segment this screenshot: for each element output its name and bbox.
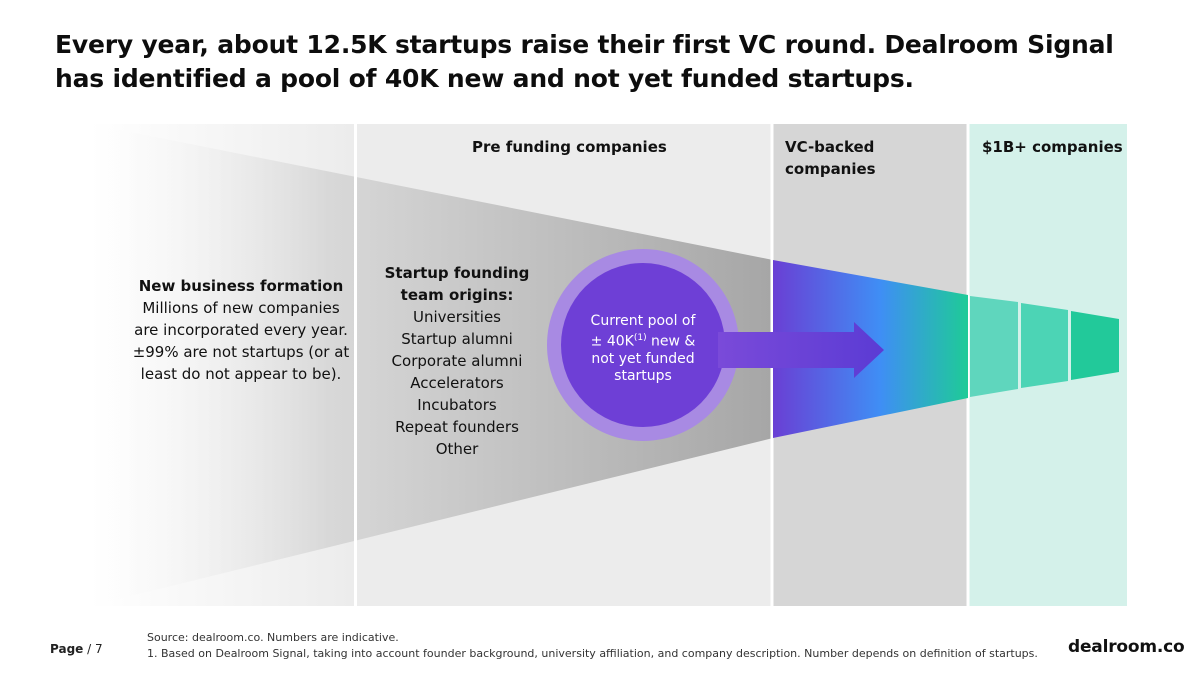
new-business-title: New business formation [138,277,344,295]
stage-title-unicorn: $1B+ companies [982,138,1123,156]
pool-circle [561,263,725,427]
origins-item: Accelerators [410,374,504,392]
page-number: 7 [94,642,103,656]
page-label: Page [50,642,84,656]
origins-item: Universities [412,308,501,326]
new-business-line: Millions of new companies [142,299,340,317]
funnel-unicorn-segment [1071,311,1119,380]
pool-count: ± 40K [590,333,634,350]
headline: Every year, about 12.5K startups raise t… [55,30,1114,93]
origins-item: Repeat founders [395,418,519,436]
page-indicator: Page / 7 [50,642,103,656]
new-business-block: New business formation Millions of new c… [110,275,372,385]
arrow-right-icon [718,322,884,378]
stage-title-vc-backed: VC-backed companies [785,136,876,180]
pool-line2-suffix: new & [646,333,696,350]
pool-line3: not yet funded [591,350,695,367]
stage-title-vc-line2: companies [785,160,876,178]
source-note: Source: dealroom.co. Numbers are indicat… [147,631,399,644]
funnel-gray [90,124,773,606]
funnel-unicorn-segment [970,296,1018,397]
origins-title-line2: team origins: [400,286,514,304]
brand-logo: dealroom.co [1068,637,1185,657]
origins-item: Corporate alumni [391,352,523,370]
pool-line4: startups [614,367,672,384]
new-business-line: ±99% are not startups (or at [132,343,350,361]
page-separator: / [83,642,95,656]
pool-footnote-ref: (1) [633,333,647,343]
funnel-unicorn-segment [1021,303,1068,388]
origins-block: Startup founding team origins: Universit… [372,262,542,460]
stage-title-pre-funding: Pre funding companies [472,138,667,156]
origins-title-line1: Startup founding [384,264,530,282]
pool-line1: Current pool of [590,313,696,329]
new-business-line: are incorporated every year. [134,321,348,339]
origins-item: Other [435,440,479,458]
origins-item: Startup alumni [401,330,513,348]
pool-line2: ± 40K(1) new & [568,330,718,351]
new-business-line: least do not appear to be). [140,365,342,383]
origins-item: Incubators [417,396,497,414]
footnote-1: 1. Based on Dealroom Signal, taking into… [147,647,1038,660]
stage-title-vc-line1: VC-backed [785,138,875,156]
footer-notes: Source: dealroom.co. Numbers are indicat… [147,630,1038,662]
pool-text: Current pool of ± 40K(1) new & not yet f… [568,313,718,385]
